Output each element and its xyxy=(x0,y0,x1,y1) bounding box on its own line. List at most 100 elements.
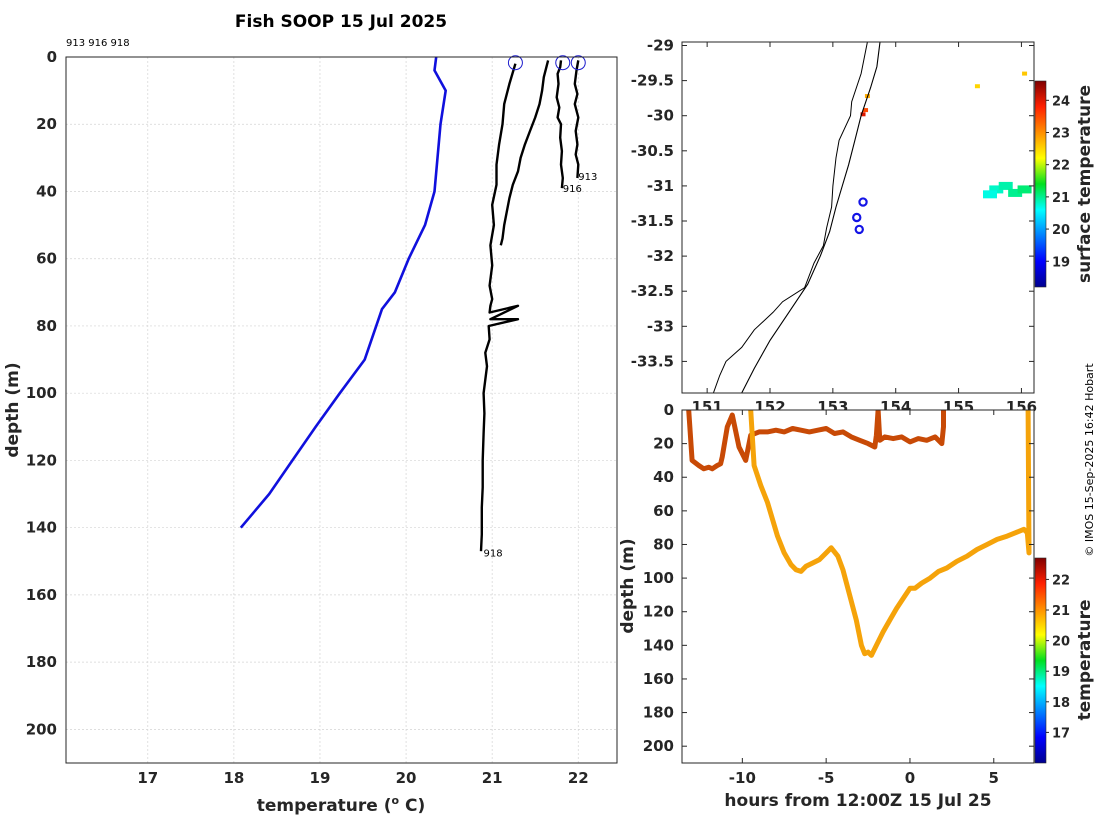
track-xlabel: hours from 12:00Z 15 Jul 25 xyxy=(724,791,991,811)
profile-panel: Fish SOOP 15 Jul 2025 913 916 918 918 916… xyxy=(3,12,618,816)
profile-ytick-label: 20 xyxy=(36,115,57,133)
profile-ytick-label: 40 xyxy=(36,182,57,200)
sst-pixel xyxy=(989,185,1004,194)
profile-line-climatology xyxy=(239,57,448,529)
track-ticks: 0 20 40 60 80 100 120 140 160 180 200 -10 -5 0 5 xyxy=(643,401,1034,787)
sst-pixel xyxy=(974,84,980,89)
profile-ytick-label: 0 xyxy=(47,48,57,66)
surface-colorbar-label: surface temperature xyxy=(1075,85,1095,283)
map-ytick-label: -33.5 xyxy=(631,352,674,370)
track-line-deep-track xyxy=(748,410,1032,658)
profile-line-918 xyxy=(479,63,520,552)
track-line-shallow-track xyxy=(686,410,946,472)
profile-end-label: 913 xyxy=(578,172,597,183)
surface-cb-tick-label: 23 xyxy=(1052,127,1070,142)
temperature-colorbar xyxy=(1034,557,1047,764)
track-ylabel: depth (m) xyxy=(618,538,638,633)
profile-line-916-shallow xyxy=(499,60,550,246)
track-xtick-label: -10 xyxy=(729,769,756,787)
profile-ytick-label: 200 xyxy=(26,720,57,738)
track-ytick-label: 80 xyxy=(653,535,674,553)
surface-cb-tick-label: 24 xyxy=(1052,94,1070,109)
station-marker xyxy=(858,197,868,207)
surface-cb-tick-label: 19 xyxy=(1052,255,1070,270)
track-ytick-label: 200 xyxy=(643,737,674,755)
profile-xtick-label: 20 xyxy=(396,769,417,787)
temperature-cb-tick-label: 22 xyxy=(1052,573,1070,588)
track-xtick-label: 0 xyxy=(905,769,915,787)
profile-ytick-label: 120 xyxy=(26,451,57,469)
track-panel: 0 20 40 60 80 100 120 140 160 180 200 -10 -5 0 5 hours… xyxy=(618,401,1095,811)
track-ytick-label: 20 xyxy=(653,435,674,453)
surface-cb-tick-label: 22 xyxy=(1052,159,1070,174)
profile-ytick-label: 100 xyxy=(26,384,57,402)
credit-text: © IMOS 15-Sep-2025 16:42 Hobart xyxy=(1083,363,1096,557)
track-ytick-label: 60 xyxy=(653,502,674,520)
profile-grid xyxy=(66,56,617,763)
station-marker xyxy=(854,224,864,235)
map-axes-box xyxy=(681,41,1035,394)
profile-xtick-label: 22 xyxy=(568,769,589,787)
profile-title: Fish SOOP 15 Jul 2025 xyxy=(235,12,447,32)
map-content xyxy=(712,42,1032,393)
track-ytick-label: 140 xyxy=(643,636,674,654)
profile-ytick-label: 60 xyxy=(36,250,57,268)
profile-series-group xyxy=(239,57,580,552)
map-ytick-label: -29 xyxy=(647,37,674,55)
sst-pixel xyxy=(1022,71,1028,76)
track-ytick-label: 160 xyxy=(643,670,674,688)
map-ytick-label: -32.5 xyxy=(631,282,674,300)
profile-axes-box xyxy=(65,56,618,764)
profile-xlabel: temperature (o C) xyxy=(257,794,426,816)
profile-line-916 xyxy=(555,60,564,189)
profile-ylabel: depth (m) xyxy=(3,362,23,457)
track-xtick-label: -5 xyxy=(818,769,835,787)
map-ytick-label: -31.5 xyxy=(631,212,674,230)
profile-start-marker xyxy=(507,55,523,71)
track-series-group xyxy=(686,410,1032,658)
map-ytick-label: -30 xyxy=(647,107,674,125)
sst-pixel xyxy=(1017,185,1032,194)
temperature-cb-tick-label: 20 xyxy=(1052,635,1070,650)
profile-end-label: 916 xyxy=(563,184,582,195)
surface-colorbar-ticks: 19 20 21 22 23 24 xyxy=(1046,94,1070,270)
map-ytick-label: -29.5 xyxy=(631,72,674,90)
profile-markers-group xyxy=(507,55,586,71)
track-ytick-label: 100 xyxy=(643,569,674,587)
sst-pixel xyxy=(983,190,997,199)
sst-pixel xyxy=(1008,188,1023,197)
profile-ytick-label: 80 xyxy=(36,317,57,335)
shelf-edge-contour xyxy=(741,42,881,393)
profile-top-label: 913 916 918 xyxy=(66,38,130,49)
temperature-colorbar-ticks: 17 18 19 20 21 22 xyxy=(1046,573,1070,741)
temperature-colorbar-label: temperature xyxy=(1075,599,1095,720)
map-ticks: -29 -29.5 -30 -30.5 -31 -31.5 -32 -32.5 -33 -33.5… xyxy=(631,37,1037,416)
track-ytick-label: 180 xyxy=(643,704,674,722)
profile-xtick-label: 21 xyxy=(482,769,503,787)
temperature-cb-tick-label: 21 xyxy=(1052,604,1070,619)
profile-xtick-label: 19 xyxy=(310,769,331,787)
profile-ticks: 17 18 19 20 21 22 0 20 40 60 80 100 120 140 160 180 200 xyxy=(26,48,589,787)
track-axes-box xyxy=(681,409,1035,764)
map-ytick-label: -33 xyxy=(647,317,674,335)
map-ytick-label: -32 xyxy=(647,247,674,265)
surface-cb-tick-label: 21 xyxy=(1052,191,1070,206)
surface-cb-tick-label: 20 xyxy=(1052,223,1070,238)
profile-start-marker xyxy=(555,55,571,71)
sst-pixel xyxy=(860,112,866,117)
profile-ytick-label: 180 xyxy=(26,653,57,671)
map-ytick-label: -30.5 xyxy=(631,142,674,160)
sst-pixel xyxy=(863,108,869,113)
station-marker xyxy=(852,212,862,223)
temperature-cb-tick-label: 18 xyxy=(1052,696,1070,711)
profile-ytick-label: 160 xyxy=(26,586,57,604)
temperature-cb-tick-label: 17 xyxy=(1052,726,1070,741)
profile-line-913 xyxy=(573,60,580,179)
sst-pixel xyxy=(998,181,1013,190)
profile-ytick-label: 140 xyxy=(26,519,57,537)
track-ytick-label: 0 xyxy=(664,401,674,419)
track-ytick-label: 40 xyxy=(653,468,674,486)
profile-xtick-label: 18 xyxy=(223,769,244,787)
